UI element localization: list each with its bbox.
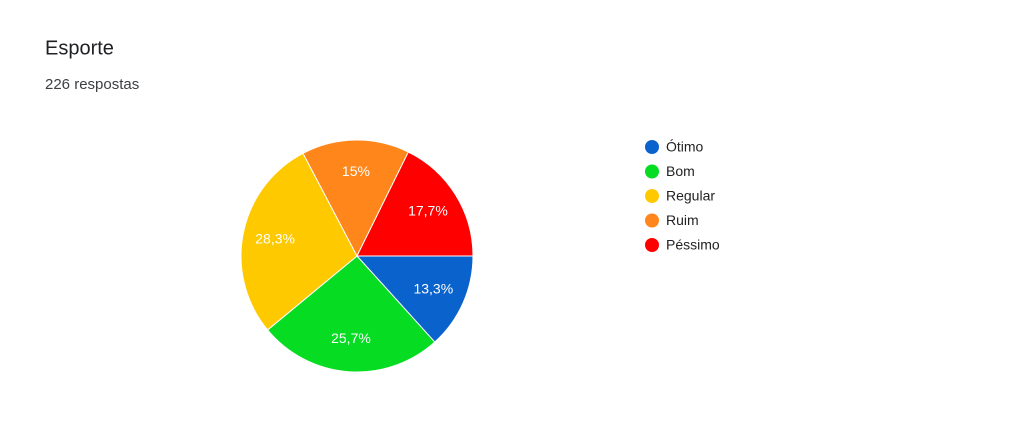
pie-slice [240, 152, 358, 331]
slice-label: 28,3% [255, 230, 295, 246]
chart-title: Esporte [45, 37, 114, 59]
pie-slice [266, 255, 436, 373]
legend-label: Regular [666, 188, 715, 204]
chart-subtitle: 226 respostas [45, 76, 139, 93]
pie-slice [302, 139, 410, 258]
legend-marker [645, 213, 659, 228]
legend-label: Ótimo [666, 139, 704, 155]
legend-marker [645, 164, 659, 179]
slice-label: 25,7% [331, 330, 371, 346]
legend-label: Ruim [666, 212, 699, 228]
legend-label: Bom [666, 163, 695, 179]
legend-label: Péssimo [666, 237, 720, 253]
legend-marker [645, 189, 659, 203]
slice-label: 13,3% [413, 281, 453, 297]
pie-slice [355, 255, 474, 343]
legend-marker [645, 238, 659, 252]
legend-marker [645, 140, 659, 154]
pie-slice [356, 151, 474, 257]
slice-label: 15% [342, 163, 370, 179]
slice-label: 17,7% [408, 203, 448, 219]
